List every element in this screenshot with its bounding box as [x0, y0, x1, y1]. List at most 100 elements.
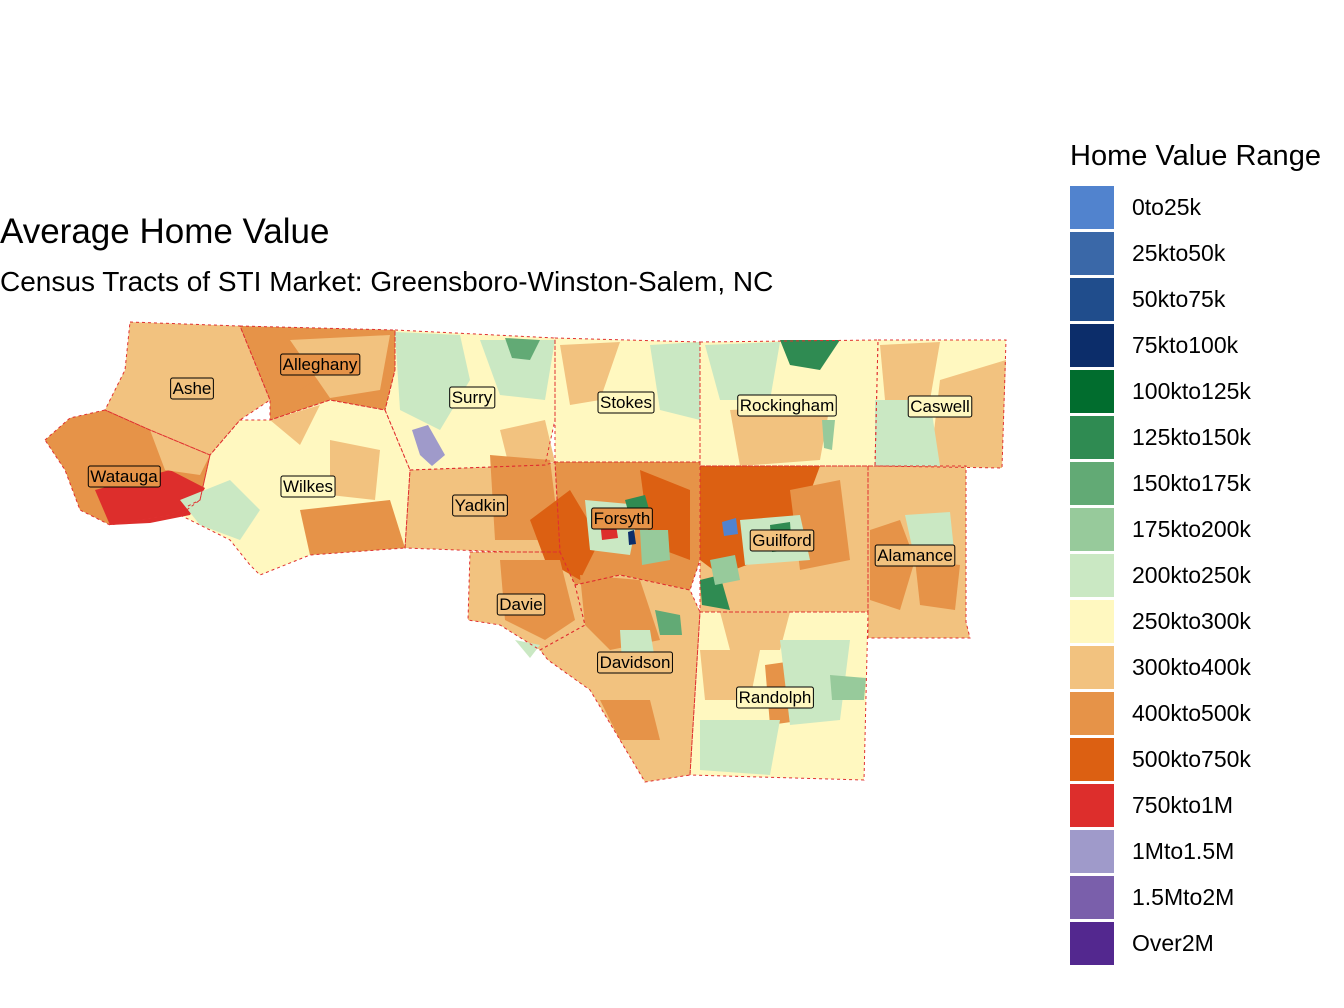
county-label-text: Randolph: [739, 688, 812, 707]
legend-swatch: [1070, 186, 1114, 229]
county-label-text: Stokes: [600, 393, 652, 412]
county-label-box: [737, 394, 837, 417]
legend-label: 75kto100k: [1132, 332, 1239, 358]
legend-items: 0to25k 25kto50k 50kto75k 75kto100k 100kto125…: [1070, 186, 1344, 968]
tract-area: [405, 470, 470, 545]
legend-item: 75kto100k: [1070, 324, 1344, 370]
legend-label: 1.5Mto2M: [1132, 884, 1235, 910]
tract-area: [480, 340, 555, 400]
county-label-text: Rockingham: [740, 396, 835, 415]
legend-item: 1Mto1.5M: [1070, 830, 1344, 876]
tract-area: [655, 610, 682, 635]
county-label: Davidson: [597, 651, 673, 674]
tract-area: [180, 480, 260, 540]
county-labels: Ashe Alleghany Surry Stokes Rockingham Caswel…: [87, 353, 973, 709]
legend-label: 400kto500k: [1132, 700, 1251, 726]
county-label-box: [87, 465, 161, 488]
legend-label: 1Mto1.5M: [1132, 838, 1235, 864]
county-label-box: [907, 395, 973, 418]
legend-swatch: [1070, 784, 1114, 827]
legend-swatch: [1070, 508, 1114, 551]
county-label: Alleghany: [280, 353, 361, 376]
county-label-box: [597, 391, 655, 414]
legend-swatch: [1070, 416, 1114, 459]
county-border: [179, 399, 411, 576]
county-border: [539, 574, 701, 783]
legend-item: Over2M: [1070, 922, 1344, 968]
tract-area: [880, 342, 940, 400]
tract-area: [730, 405, 830, 466]
county-label-box: [280, 475, 336, 498]
legend-item: 250kto300k: [1070, 600, 1344, 646]
legend-swatch: [1070, 554, 1114, 597]
county-label: Wilkes: [280, 475, 336, 498]
legend-item: 125kto150k: [1070, 416, 1344, 462]
legend-item: 150kto175k: [1070, 462, 1344, 508]
legend-item: 25kto50k: [1070, 232, 1344, 278]
tract-area: [330, 440, 380, 500]
county-label-text: Wilkes: [283, 477, 333, 496]
legend-title: Home Value Range: [1070, 140, 1321, 172]
legend-label: 25kto50k: [1132, 240, 1226, 266]
legend-label: 750kto1M: [1132, 792, 1234, 818]
legend-label: 300kto400k: [1132, 654, 1251, 680]
legend-swatch: [1070, 600, 1114, 643]
legend-label: 100kto125k: [1132, 378, 1251, 404]
legend-label: 0to25k: [1132, 194, 1202, 220]
county-label-text: Caswell: [910, 397, 970, 416]
county-label-box: [874, 544, 956, 567]
county-label-box: [449, 386, 496, 409]
county-label-box: [749, 529, 815, 552]
county-label-text: Forsyth: [594, 509, 651, 528]
legend-swatch: [1070, 692, 1114, 735]
legend-label: 175kto200k: [1132, 516, 1251, 542]
county-border: [874, 339, 1007, 469]
county-label-box: [452, 494, 508, 517]
tract-area: [915, 560, 960, 610]
tract-area: [722, 518, 738, 536]
tract-area: [560, 342, 620, 405]
tract-area: [412, 425, 445, 466]
county-label: Stokes: [597, 391, 655, 414]
legend-item: 750kto1M: [1070, 784, 1344, 830]
county-label-text: Surry: [452, 388, 493, 407]
county-label: Rockingham: [737, 394, 837, 417]
legend-label: 500kto750k: [1132, 746, 1251, 772]
county-label-text: Ashe: [173, 379, 212, 398]
legend-swatch: [1070, 278, 1114, 321]
tract-area: [705, 342, 780, 400]
county-label-box: [280, 353, 361, 376]
tract-area: [640, 530, 670, 565]
tract-area: [270, 405, 320, 445]
legend-label: 150kto175k: [1132, 470, 1251, 496]
county-label-box: [591, 507, 653, 530]
legend-swatch: [1070, 462, 1114, 505]
county-border: [699, 339, 879, 467]
legend-item: 175kto200k: [1070, 508, 1344, 554]
county-label-box: [496, 593, 546, 616]
county-border: [44, 409, 211, 526]
legend-item: 100kto125k: [1070, 370, 1344, 416]
county-label: Watauga: [87, 465, 161, 488]
legend-swatch: [1070, 738, 1114, 781]
county-label: Alamance: [874, 544, 956, 567]
tract-area: [650, 342, 700, 420]
county-label-text: Davie: [499, 595, 542, 614]
county-border: [689, 611, 869, 781]
legend-swatch: [1070, 370, 1114, 413]
legend-item: 300kto400k: [1070, 646, 1344, 692]
county-label: Guilford: [749, 529, 815, 552]
legend-item: 500kto750k: [1070, 738, 1344, 784]
legend-swatch: [1070, 830, 1114, 873]
legend-item: 200kto250k: [1070, 554, 1344, 600]
tract-area: [710, 555, 740, 585]
legend-label: 50kto75k: [1132, 286, 1226, 312]
tract-area: [530, 490, 600, 580]
legend-item: 50kto75k: [1070, 278, 1344, 324]
tract-area: [830, 675, 866, 700]
legend-label: 125kto150k: [1132, 424, 1251, 450]
tract-area: [780, 340, 840, 370]
county-label-text: Watauga: [90, 467, 158, 486]
legend-label: Over2M: [1132, 930, 1214, 956]
tract-area: [150, 430, 210, 475]
